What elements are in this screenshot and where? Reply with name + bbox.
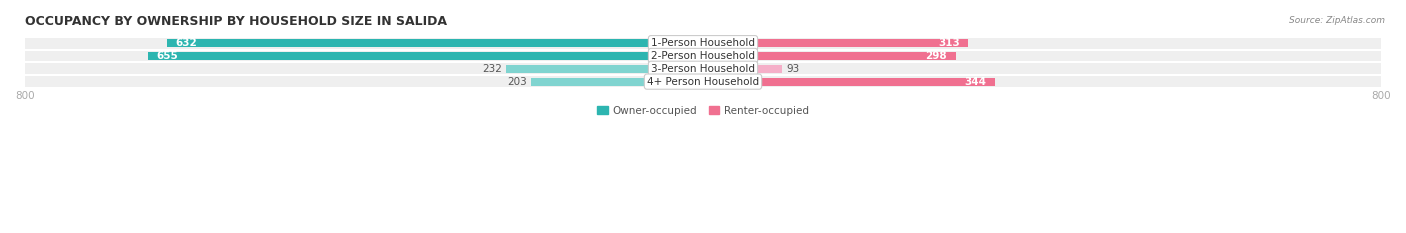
Text: 93: 93 — [786, 64, 800, 74]
Text: OCCUPANCY BY OWNERSHIP BY HOUSEHOLD SIZE IN SALIDA: OCCUPANCY BY OWNERSHIP BY HOUSEHOLD SIZE… — [25, 15, 447, 28]
Text: 232: 232 — [482, 64, 502, 74]
Text: 344: 344 — [965, 77, 986, 87]
Text: 632: 632 — [176, 38, 197, 48]
FancyBboxPatch shape — [25, 37, 1381, 50]
Text: 2-Person Household: 2-Person Household — [651, 51, 755, 61]
FancyBboxPatch shape — [25, 50, 1381, 62]
Text: Source: ZipAtlas.com: Source: ZipAtlas.com — [1289, 16, 1385, 25]
FancyBboxPatch shape — [25, 75, 1381, 88]
Bar — [506, 65, 703, 73]
Bar — [531, 78, 703, 86]
Text: 313: 313 — [938, 38, 960, 48]
Text: 298: 298 — [925, 51, 948, 61]
Text: 1-Person Household: 1-Person Household — [651, 38, 755, 48]
Text: 4+ Person Household: 4+ Person Household — [647, 77, 759, 87]
Bar — [167, 39, 703, 47]
Text: 655: 655 — [156, 51, 179, 61]
Text: 203: 203 — [508, 77, 527, 87]
FancyBboxPatch shape — [25, 62, 1381, 75]
Legend: Owner-occupied, Renter-occupied: Owner-occupied, Renter-occupied — [598, 106, 808, 116]
Bar — [703, 78, 994, 86]
Text: 3-Person Household: 3-Person Household — [651, 64, 755, 74]
Bar — [148, 52, 703, 60]
Bar — [703, 52, 956, 60]
Bar — [703, 65, 782, 73]
Bar — [703, 39, 969, 47]
